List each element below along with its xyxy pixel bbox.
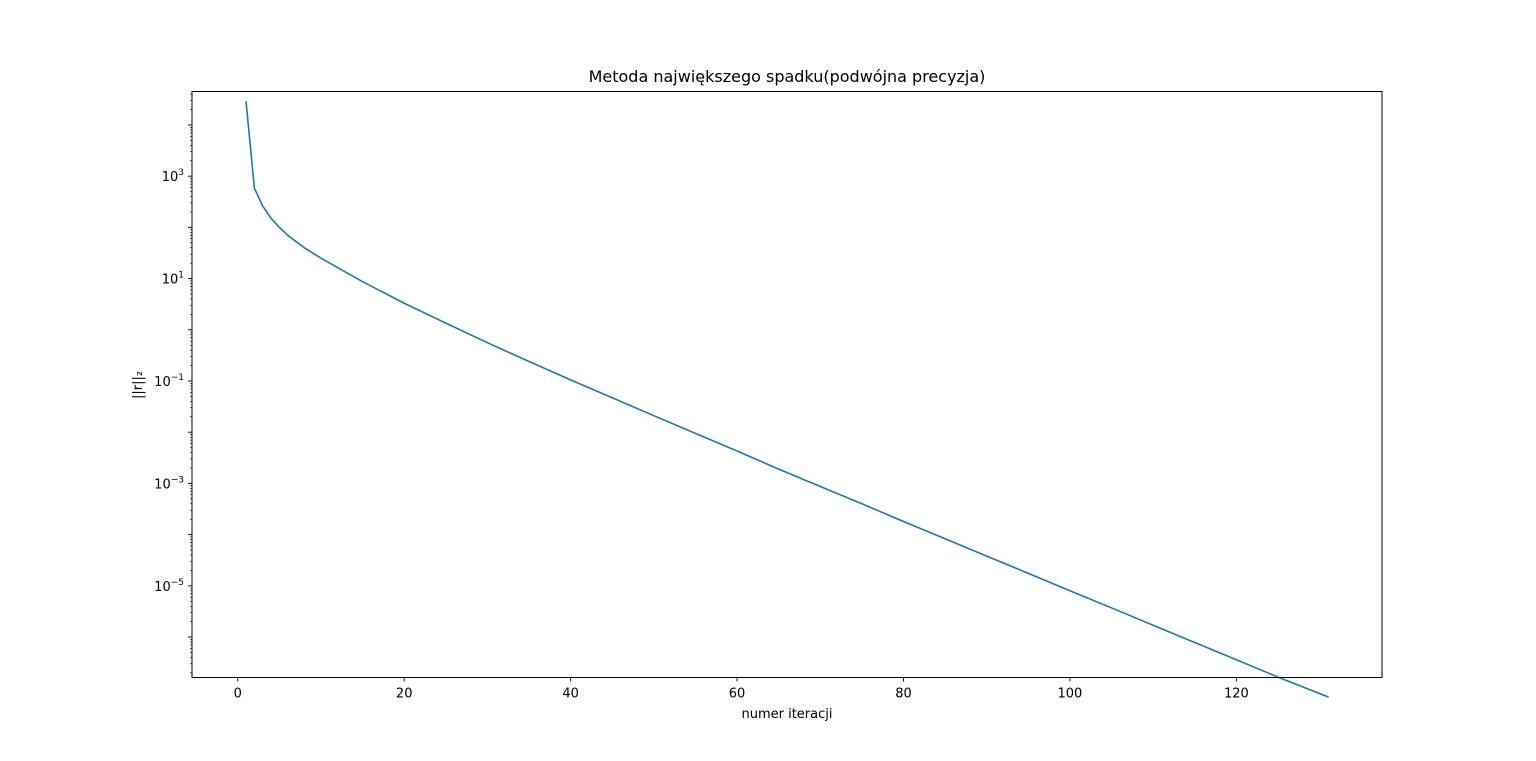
x-tick-label: 40: [562, 687, 579, 702]
y-axis-label: ||r||₂: [131, 371, 146, 399]
y-tick-label: 10−5: [154, 578, 184, 595]
x-tick-label: 0: [234, 687, 242, 702]
plot-area: [191, 91, 1383, 698]
y-tick-label-exponent: −5: [171, 578, 184, 588]
y-tick-label-base: 10: [154, 477, 171, 492]
y-tick-label-base: 10: [154, 375, 171, 390]
y-tick-label-base: 10: [154, 580, 171, 595]
y-tick-label-base: 10: [162, 170, 179, 185]
x-tick-label: 80: [895, 687, 912, 702]
y-tick-label-exponent: 3: [178, 168, 184, 178]
y-tick-label-base: 10: [162, 273, 179, 288]
x-tick-label: 120: [1224, 687, 1249, 702]
y-tick-label-exponent: −1: [171, 373, 184, 383]
series-line: [245, 101, 1329, 698]
axes-frame: [191, 91, 1383, 678]
x-axis-ticks: 0 20 40 60 80 100 120: [234, 677, 1249, 702]
x-tick-label: 20: [396, 687, 413, 702]
y-tick-label-exponent: −3: [171, 475, 184, 485]
y-tick-label: 10−3: [154, 475, 184, 492]
y-tick-label: 10−1: [154, 373, 184, 390]
x-tick-label: 60: [729, 687, 746, 702]
chart-title: Metoda największego spadku(podwójna prec…: [589, 67, 986, 86]
y-tick-label: 103: [162, 168, 184, 185]
x-tick-label: 100: [1058, 687, 1083, 702]
y-tick-label-exponent: 1: [178, 271, 184, 281]
y-tick-label: 101: [162, 271, 184, 288]
x-axis-label: numer iteracji: [741, 707, 832, 722]
